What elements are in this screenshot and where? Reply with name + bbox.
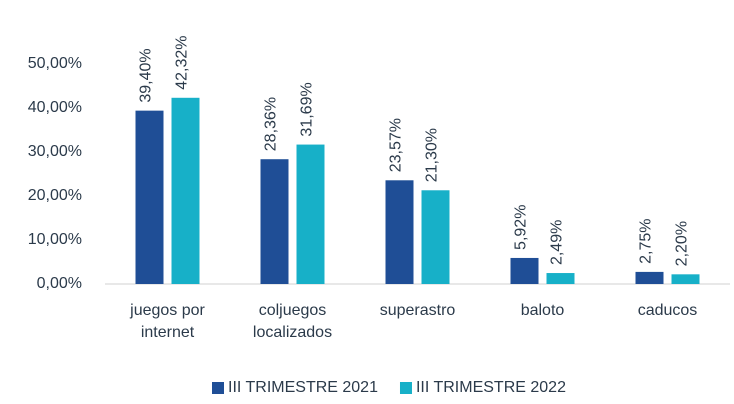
- value-label: 28,36%: [263, 97, 280, 151]
- value-label: 2,49%: [549, 220, 566, 265]
- bar: [260, 159, 289, 284]
- bar: [421, 190, 450, 284]
- value-label: 23,57%: [388, 118, 405, 172]
- x-tick-label: juegos por internet: [130, 302, 205, 341]
- legend-swatch: [212, 382, 224, 394]
- bar: [296, 144, 325, 284]
- y-tick-label: 50,00%: [28, 55, 82, 72]
- bar: [385, 180, 414, 284]
- bar: [510, 257, 539, 284]
- bar: [671, 274, 700, 284]
- bar: [546, 273, 575, 284]
- value-label: 39,40%: [138, 48, 155, 102]
- legend-swatch: [399, 382, 412, 394]
- x-tick-label: coljuegos localizados: [252, 302, 333, 341]
- value-label: 42,32%: [174, 36, 191, 90]
- legend-label: III TRIMESTRE 2022: [416, 379, 566, 396]
- value-label: 21,30%: [424, 128, 441, 182]
- bar: [135, 110, 164, 284]
- y-tick-label: 20,00%: [28, 187, 82, 204]
- y-tick-label: 10,00%: [28, 231, 82, 248]
- legend-label: III TRIMESTRE 2021: [228, 379, 378, 396]
- y-tick-label: 30,00%: [28, 143, 82, 160]
- x-tick-label: caducos: [637, 302, 698, 319]
- x-tick-label: superastro: [379, 302, 456, 319]
- value-label: 5,92%: [513, 205, 530, 250]
- bar: [171, 97, 200, 285]
- y-tick-label: 0,00%: [37, 275, 82, 292]
- value-label: 31,69%: [299, 82, 316, 136]
- value-label: 2,20%: [674, 221, 691, 266]
- bar: [635, 271, 664, 284]
- value-label: 2,75%: [638, 219, 655, 264]
- x-tick-label: baloto: [520, 302, 565, 319]
- y-tick-label: 40,00%: [28, 99, 82, 116]
